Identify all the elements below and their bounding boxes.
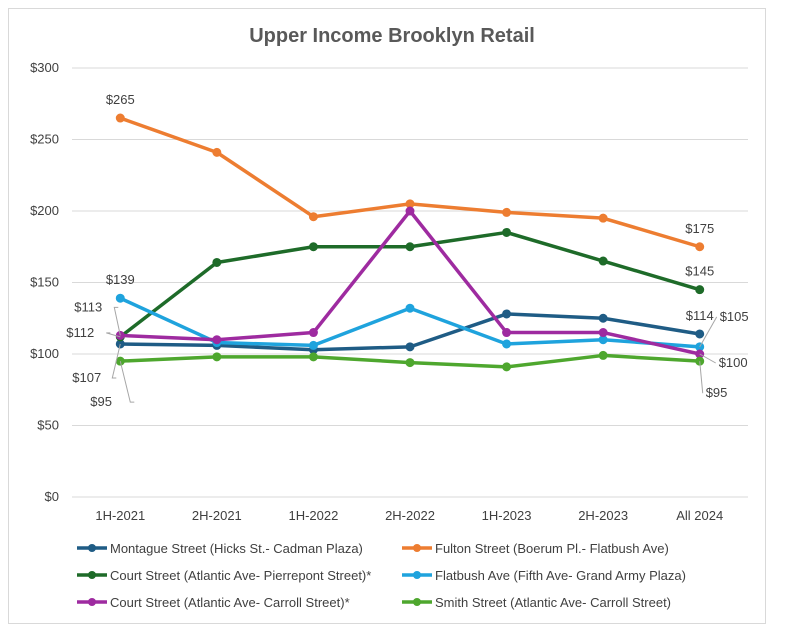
data-label: $112 <box>66 325 94 340</box>
legend-label: Montague Street (Hicks St.- Cadman Plaza… <box>110 541 363 556</box>
data-point <box>308 340 318 350</box>
data-label: $107 <box>72 370 101 385</box>
legend-item: Montague Street (Hicks St.- Cadman Plaza… <box>77 541 363 556</box>
x-tick-label: 2H-2023 <box>578 508 628 523</box>
data-label: $105 <box>720 309 749 324</box>
legend-label: Flatbush Ave (Fifth Ave- Grand Army Plaz… <box>435 568 686 583</box>
legend-swatch-marker <box>88 571 96 579</box>
legend-swatch-marker <box>88 544 96 552</box>
data-label-leader <box>699 316 718 348</box>
data-point <box>598 328 608 338</box>
legend-label: Fulton Street (Boerum Pl.- Flatbush Ave) <box>435 541 669 556</box>
legend-swatch-marker <box>413 598 421 606</box>
legend-swatch-marker <box>413 571 421 579</box>
legend-item: Flatbush Ave (Fifth Ave- Grand Army Plaz… <box>402 568 686 583</box>
data-point <box>308 212 318 222</box>
x-axis: 1H-2021 2H-2021 1H-2022 2H-2022 1H-2023 2H-20… <box>95 508 723 523</box>
y-axis: $0 $50 $100 $150 $200 $250 $300 <box>30 60 59 504</box>
data-point <box>115 293 125 303</box>
x-tick-label: All 2024 <box>676 508 723 523</box>
data-point <box>502 339 512 349</box>
series-line <box>118 116 702 249</box>
data-point <box>308 242 318 252</box>
data-point <box>598 313 608 323</box>
data-label: $113 <box>74 299 102 314</box>
legend-item: Court Street (Atlantic Ave- Pierrepont S… <box>77 568 371 583</box>
data-point <box>502 309 512 319</box>
series-group <box>115 113 705 372</box>
data-point <box>405 358 415 368</box>
data-label: $100 <box>719 355 748 370</box>
data-point <box>212 335 222 345</box>
data-label: $265 <box>106 92 135 107</box>
y-tick-label: $200 <box>30 203 59 218</box>
data-point <box>405 206 415 216</box>
data-point <box>695 242 705 252</box>
data-point <box>502 207 512 217</box>
legend-label: Court Street (Atlantic Ave- Pierrepont S… <box>110 568 371 583</box>
y-tick-label: $50 <box>37 418 59 433</box>
data-point <box>695 285 705 295</box>
data-label: $95 <box>90 394 112 409</box>
x-tick-label: 2H-2022 <box>385 508 435 523</box>
data-point <box>502 227 512 237</box>
legend-item: Smith Street (Atlantic Ave- Carroll Stre… <box>402 595 671 610</box>
y-tick-label: $300 <box>30 60 59 75</box>
data-point <box>405 303 415 313</box>
x-tick-label: 1H-2023 <box>482 508 532 523</box>
data-point <box>502 362 512 372</box>
legend-item: Fulton Street (Boerum Pl.- Flatbush Ave) <box>402 541 669 556</box>
data-point <box>115 113 125 123</box>
data-label-leader <box>699 361 704 394</box>
data-point <box>212 257 222 267</box>
chart-title: Upper Income Brooklyn Retail <box>249 25 535 47</box>
data-point <box>695 329 705 339</box>
data-point <box>308 352 318 362</box>
data-labels: $265 $139 $113 $112 $107 $95 $175 $145 $114 $105 $… <box>66 92 748 409</box>
x-tick-label: 2H-2021 <box>192 508 242 523</box>
legend: Montague Street (Hicks St.- Cadman Plaza… <box>77 541 686 610</box>
data-label: $114 <box>686 308 714 323</box>
data-point <box>598 213 608 223</box>
legend-item: Court Street (Atlantic Ave- Carroll Stre… <box>77 595 350 610</box>
data-label: $145 <box>685 264 714 279</box>
y-tick-label: $250 <box>30 132 59 147</box>
data-label-leader <box>119 361 135 403</box>
data-label: $139 <box>106 272 135 287</box>
data-point <box>308 328 318 338</box>
data-point <box>405 342 415 352</box>
x-tick-label: 1H-2022 <box>288 508 338 523</box>
data-label: $95 <box>706 385 728 400</box>
data-label-leader <box>113 306 121 336</box>
data-point <box>598 350 608 360</box>
x-tick-label: 1H-2021 <box>95 508 145 523</box>
data-label-leader <box>111 343 121 379</box>
data-label-leader <box>699 353 716 364</box>
y-tick-label: $0 <box>45 489 59 504</box>
legend-swatch-marker <box>413 544 421 552</box>
y-tick-label: $100 <box>30 346 59 361</box>
data-point <box>502 328 512 338</box>
y-tick-label: $150 <box>30 275 59 290</box>
legend-label: Court Street (Atlantic Ave- Carroll Stre… <box>110 595 350 610</box>
data-point <box>598 256 608 266</box>
data-point <box>212 352 222 362</box>
data-point <box>405 242 415 252</box>
data-label: $175 <box>685 221 714 236</box>
data-point <box>212 147 222 157</box>
gridlines <box>72 67 748 498</box>
legend-label: Smith Street (Atlantic Ave- Carroll Stre… <box>435 595 671 610</box>
legend-swatch-marker <box>88 598 96 606</box>
data-label-leader <box>106 332 121 338</box>
